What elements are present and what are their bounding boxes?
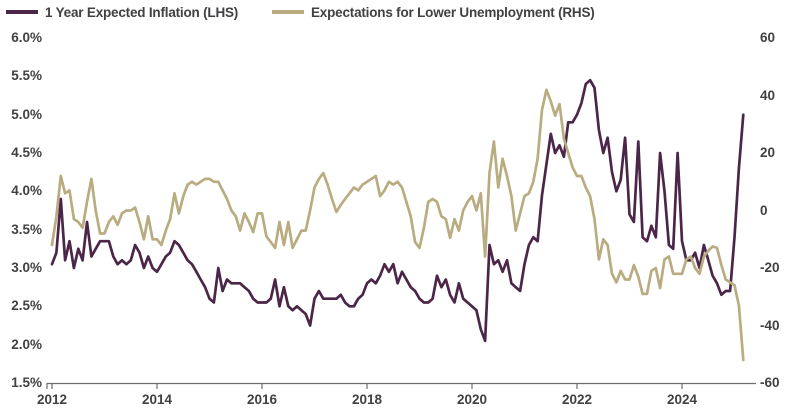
x-axis-tick-label: 2020 (456, 392, 488, 407)
chart-legend: 1 Year Expected Inflation (LHS) Expectat… (6, 3, 800, 21)
legend-item-unemployment-expectations: Expectations for Lower Unemployment (RHS… (272, 3, 595, 21)
left-axis-tick-label: 1.5% (11, 375, 42, 390)
x-axis-tick-label: 2012 (36, 392, 68, 407)
right-axis-tick-label: 40 (760, 87, 776, 103)
unemployment-expectations-line (50, 88, 745, 362)
legend-label-inflation: 1 Year Expected Inflation (LHS) (45, 4, 239, 20)
inflation-line-swatch (6, 10, 38, 14)
x-axis-tick-label: 2022 (561, 392, 593, 407)
right-axis-tick-label: 20 (760, 145, 776, 160)
x-axis-tick-label: 2024 (666, 392, 698, 407)
legend-label-unemployment-expectations: Expectations for Lower Unemployment (RHS… (311, 4, 595, 20)
legend-item-inflation: 1 Year Expected Inflation (LHS) (6, 3, 238, 21)
right-axis-tick-label: -40 (760, 317, 780, 333)
x-axis-tick-label: 2014 (141, 392, 173, 407)
inflation-line (50, 78, 745, 343)
right-axis-tick-label: 0 (760, 202, 768, 218)
left-axis-tick-label: 6.0% (11, 30, 42, 45)
right-axis-tick-label: -60 (760, 375, 780, 390)
left-axis-tick-label: 2.0% (11, 336, 42, 352)
unemployment-line-swatch (272, 10, 304, 14)
right-axis-tick-label: -20 (760, 260, 780, 275)
left-axis-tick-label: 4.5% (11, 145, 42, 160)
left-axis-tick-label: 3.5% (11, 221, 42, 237)
right-axis-tick-label: 60 (760, 30, 776, 45)
left-axis-tick-label: 5.0% (11, 106, 42, 122)
left-axis-tick-label: 4.0% (11, 183, 42, 199)
x-axis-tick-label: 2018 (351, 392, 383, 407)
left-axis-tick-label: 3.0% (11, 260, 42, 275)
left-axis-tick-label: 2.5% (11, 298, 42, 314)
left-axis-tick-label: 5.5% (11, 68, 42, 84)
x-axis-tick-label: 2016 (246, 392, 278, 407)
